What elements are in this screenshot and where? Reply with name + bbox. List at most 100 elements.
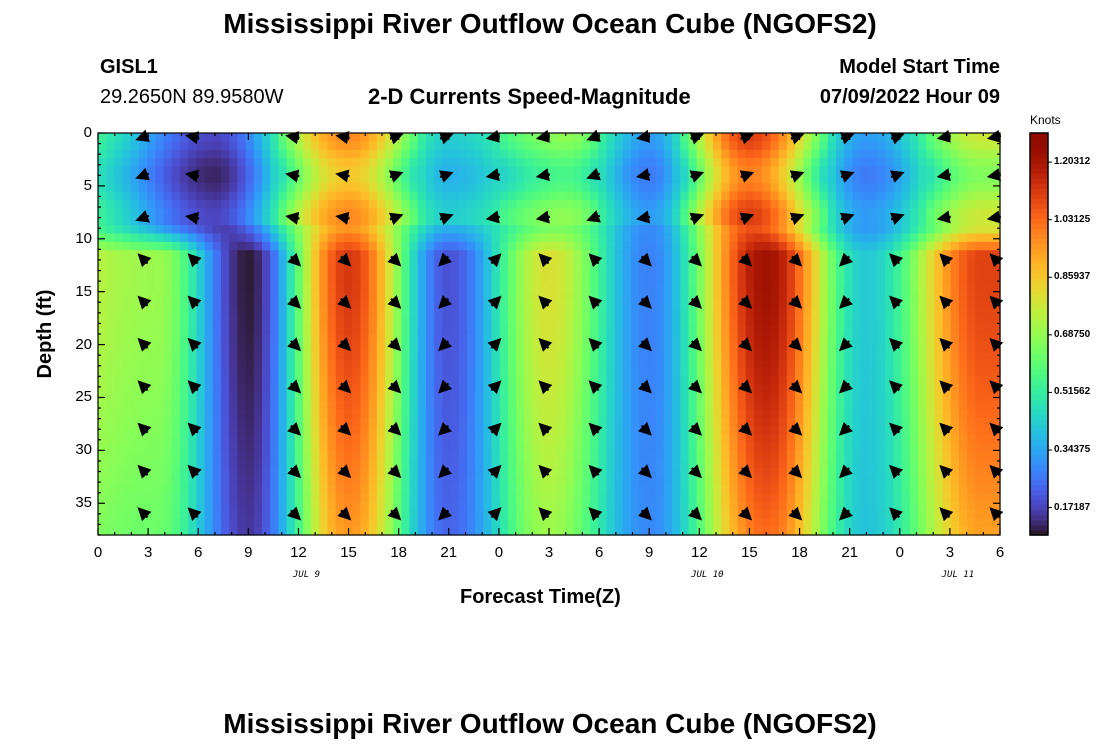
- heatmap-cell: [909, 476, 919, 486]
- heatmap-cell: [737, 141, 747, 151]
- heatmap-cell: [852, 267, 862, 276]
- heatmap-cell: [868, 241, 878, 251]
- heatmap-cell: [139, 476, 148, 486]
- heatmap-cell: [114, 459, 124, 469]
- heatmap-cell: [114, 375, 124, 385]
- heatmap-cell: [147, 133, 156, 142]
- heatmap-cell: [524, 241, 534, 251]
- heatmap-cell: [393, 241, 402, 251]
- heatmap-cell: [409, 241, 419, 251]
- heatmap-cell: [122, 317, 132, 327]
- heatmap-cell: [434, 241, 443, 251]
- heatmap-cell: [147, 334, 156, 343]
- heatmap-cell: [745, 401, 755, 410]
- heatmap-cell: [458, 308, 468, 318]
- heatmap-cell: [926, 200, 935, 209]
- heatmap-cell: [155, 317, 165, 327]
- heatmap-cell: [573, 225, 583, 235]
- heatmap-cell: [516, 308, 525, 318]
- heatmap-cell: [721, 367, 730, 377]
- heatmap-cell: [294, 442, 304, 452]
- heatmap-cell: [467, 258, 476, 268]
- heatmap-cell: [852, 484, 862, 494]
- heatmap-cell: [237, 191, 247, 201]
- heatmap-cell: [450, 158, 460, 168]
- heatmap-cell: [155, 451, 165, 461]
- heatmap-cell: [573, 493, 583, 503]
- heatmap-cell: [631, 359, 640, 369]
- heatmap-cell: [98, 526, 107, 536]
- heatmap-cell: [811, 342, 821, 352]
- heatmap-cell: [270, 183, 279, 193]
- heatmap-cell: [893, 350, 903, 360]
- heatmap-cell: [762, 174, 771, 184]
- heatmap-cell: [663, 501, 673, 511]
- heatmap-cell: [647, 468, 657, 477]
- heatmap-cell: [147, 342, 156, 352]
- heatmap-cell: [540, 158, 550, 168]
- heatmap-cell: [549, 133, 558, 142]
- heatmap-cell: [155, 300, 165, 310]
- heatmap-cell: [262, 509, 271, 519]
- heatmap-cell: [901, 476, 911, 486]
- heatmap-cell: [286, 401, 296, 410]
- heatmap-cell: [417, 384, 427, 394]
- heatmap-cell: [680, 426, 689, 436]
- heatmap-cell: [581, 518, 591, 528]
- heatmap-cell: [795, 484, 804, 494]
- heatmap-cell: [770, 476, 780, 486]
- heatmap-cell: [171, 434, 181, 444]
- heatmap-cell: [262, 334, 271, 343]
- heatmap-cell: [672, 283, 681, 293]
- heatmap-cell: [409, 468, 419, 477]
- heatmap-cell: [368, 451, 378, 461]
- heatmap-cell: [819, 174, 829, 184]
- heatmap-cell: [450, 174, 460, 184]
- heatmap-cell: [122, 501, 132, 511]
- heatmap-cell: [155, 442, 165, 452]
- heatmap-cell: [393, 233, 402, 243]
- heatmap-cell: [294, 166, 304, 176]
- heatmap-cell: [836, 484, 845, 494]
- heatmap-cell: [278, 342, 288, 352]
- heatmap-cell: [762, 434, 771, 444]
- heatmap-cell: [778, 442, 788, 452]
- heatmap-cell: [680, 434, 689, 444]
- heatmap-cell: [344, 392, 353, 402]
- heatmap-cell: [245, 451, 255, 461]
- heatmap-cell: [229, 451, 238, 461]
- heatmap-cell: [270, 501, 279, 511]
- heatmap-cell: [598, 350, 607, 360]
- heatmap-cell: [122, 216, 132, 226]
- heatmap-cell: [803, 191, 812, 201]
- heatmap-cell: [909, 191, 919, 201]
- heatmap-cell: [639, 409, 648, 419]
- heatmap-cell: [672, 518, 681, 528]
- heatmap-cell: [836, 451, 845, 461]
- heatmap-cell: [909, 200, 919, 209]
- heatmap-cell: [549, 216, 558, 226]
- heatmap-cell: [778, 267, 788, 276]
- heatmap-cell: [196, 509, 206, 519]
- heatmap-cell: [475, 476, 484, 486]
- heatmap-cell: [171, 141, 181, 151]
- heatmap-cell: [221, 451, 230, 461]
- heatmap-cell: [655, 426, 665, 436]
- heatmap-cell: [819, 526, 829, 536]
- heatmap-cell: [926, 375, 935, 385]
- heatmap-cell: [852, 434, 862, 444]
- heatmap-cell: [934, 317, 944, 327]
- heatmap-cell: [368, 158, 378, 168]
- heatmap-cell: [221, 342, 230, 352]
- heatmap-cell: [581, 191, 591, 201]
- heatmap-cell: [729, 409, 739, 419]
- heatmap-cell: [573, 216, 583, 226]
- heatmap-cell: [360, 292, 370, 302]
- heatmap-cell: [803, 459, 812, 469]
- heatmap-cell: [704, 133, 714, 142]
- heatmap-cell: [171, 258, 181, 268]
- heatmap-cell: [253, 476, 263, 486]
- heatmap-cell: [639, 233, 648, 243]
- heatmap-cell: [237, 484, 247, 494]
- heatmap-cell: [417, 283, 427, 293]
